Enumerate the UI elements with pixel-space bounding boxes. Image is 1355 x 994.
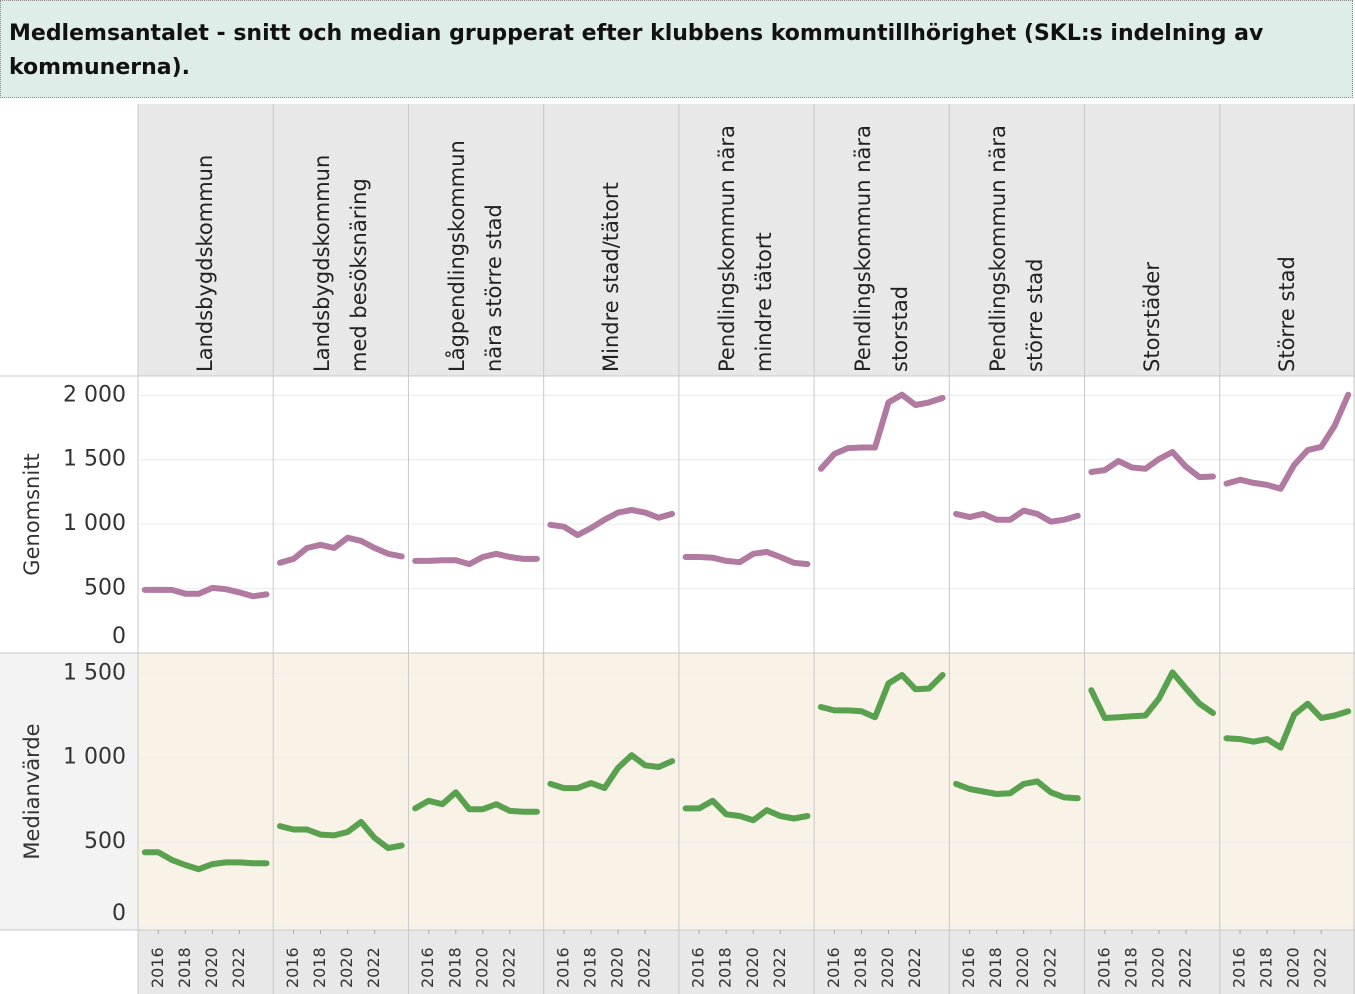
line-series xyxy=(1088,669,1216,721)
x-tick-label: 2016 xyxy=(959,947,978,988)
column-header-box: Pendlingskommun nära större stad xyxy=(949,108,1084,374)
x-axis-background xyxy=(138,930,1355,994)
line-series xyxy=(682,548,811,568)
x-tick-label: 2020 xyxy=(337,947,356,988)
line-series xyxy=(547,752,676,792)
line-series xyxy=(141,849,270,873)
line-series xyxy=(817,672,946,721)
y-tick-label: 1 500 xyxy=(63,447,126,472)
row-background xyxy=(138,376,1355,653)
column-header: Pendlingskommun nära större stad xyxy=(985,125,1047,372)
x-tick-label: 2020 xyxy=(202,947,221,988)
y-axis-title: Medianvärde xyxy=(20,723,44,859)
x-tick-label: 2016 xyxy=(148,947,167,988)
row-background xyxy=(138,653,1355,930)
x-tick-label: 2022 xyxy=(1040,947,1059,988)
x-tick-label: 2020 xyxy=(878,947,897,988)
line-series xyxy=(412,789,540,815)
x-tick-label: 2018 xyxy=(580,947,599,988)
line-series xyxy=(682,797,811,824)
line-series xyxy=(953,778,1081,802)
column-header: Pendlingskommun nära storstad xyxy=(850,125,912,372)
x-tick-label: 2016 xyxy=(689,947,708,988)
line-series xyxy=(547,507,676,539)
chart-title: Medlemsantalet - snitt och median gruppe… xyxy=(0,0,1353,98)
column-header: Storstäder xyxy=(1139,262,1164,372)
axis-background xyxy=(0,653,138,930)
x-tick-label: 2016 xyxy=(824,947,843,988)
column-header: Landsbygdskommun med besöksnäring xyxy=(309,154,371,372)
column-header-box: Pendlingskommun nära storstad xyxy=(814,108,949,374)
column-header: Större stad xyxy=(1274,256,1299,372)
column-header: Mindre stad/tätort xyxy=(598,182,623,372)
line-series xyxy=(412,550,540,568)
line-series xyxy=(1088,449,1216,481)
x-tick-label: 2022 xyxy=(770,947,789,988)
line-series xyxy=(277,534,405,566)
x-tick-label: 2016 xyxy=(418,947,437,988)
x-tick-label: 2020 xyxy=(608,947,627,988)
x-tick-label: 2018 xyxy=(175,947,194,988)
column-header-box: Pendlingskommun nära mindre tätort xyxy=(679,108,814,374)
x-tick-label: 2018 xyxy=(851,947,870,988)
line-series xyxy=(1223,391,1352,492)
x-tick-label: 2022 xyxy=(1311,947,1330,988)
column-header: Pendlingskommun nära mindre tätort xyxy=(715,125,777,372)
y-tick-label: 500 xyxy=(84,829,126,854)
x-tick-label: 2022 xyxy=(905,947,924,988)
x-tick-label: 2016 xyxy=(1094,947,1113,988)
x-tick-label: 2018 xyxy=(986,947,1005,988)
x-tick-label: 2022 xyxy=(229,947,248,988)
y-tick-label: 0 xyxy=(112,624,126,649)
line-series xyxy=(141,584,270,600)
y-tick-label: 1 000 xyxy=(63,511,126,536)
y-tick-label: 1 500 xyxy=(63,660,126,685)
axis-background xyxy=(0,376,138,653)
line-series xyxy=(817,391,946,472)
x-tick-label: 2022 xyxy=(1175,947,1194,988)
x-tick-label: 2022 xyxy=(364,947,383,988)
column-header-box: Landsbygdskommun med besöksnäring xyxy=(273,108,408,374)
x-tick-label: 2020 xyxy=(472,947,491,988)
y-tick-label: 1 000 xyxy=(63,745,126,770)
column-header: Lågpendlingskommun nära större stad xyxy=(445,140,507,372)
column-header-box: Storstäder xyxy=(1085,108,1220,374)
column-header: Landsbygdskommun xyxy=(193,154,218,372)
column-header-box: Lågpendlingskommun nära större stad xyxy=(408,108,543,374)
line-series xyxy=(1223,700,1352,751)
column-header-box: Mindre stad/tätort xyxy=(544,108,679,374)
y-tick-label: 500 xyxy=(84,576,126,601)
line-series xyxy=(953,507,1081,525)
x-tick-label: 2018 xyxy=(716,947,735,988)
x-tick-label: 2018 xyxy=(1257,947,1276,988)
x-tick-label: 2020 xyxy=(1284,947,1303,988)
column-header-box: Landsbygdskommun xyxy=(138,108,273,374)
x-tick-label: 2020 xyxy=(1013,947,1032,988)
x-tick-label: 2018 xyxy=(310,947,329,988)
x-tick-label: 2016 xyxy=(553,947,572,988)
y-axis-title: Genomsnitt xyxy=(20,453,44,575)
x-tick-label: 2016 xyxy=(1230,947,1249,988)
y-tick-label: 2 000 xyxy=(63,382,126,407)
x-tick-label: 2016 xyxy=(283,947,302,988)
y-tick-label: 0 xyxy=(112,901,126,926)
x-tick-label: 2018 xyxy=(1121,947,1140,988)
x-tick-label: 2018 xyxy=(445,947,464,988)
column-header-box: Större stad xyxy=(1220,108,1355,374)
header-background xyxy=(138,104,1355,376)
x-tick-label: 2022 xyxy=(635,947,654,988)
x-tick-label: 2020 xyxy=(743,947,762,988)
x-tick-label: 2022 xyxy=(499,947,518,988)
x-tick-label: 2020 xyxy=(1148,947,1167,988)
line-series xyxy=(277,818,405,852)
